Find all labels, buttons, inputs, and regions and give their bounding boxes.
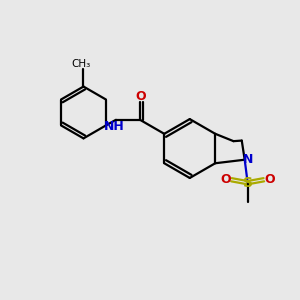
Text: CH₃: CH₃ xyxy=(71,59,91,70)
Text: O: O xyxy=(136,90,146,104)
Text: N: N xyxy=(243,153,254,166)
Text: S: S xyxy=(243,176,253,190)
Text: O: O xyxy=(264,173,275,186)
Text: O: O xyxy=(220,173,231,186)
Text: NH: NH xyxy=(104,120,125,133)
